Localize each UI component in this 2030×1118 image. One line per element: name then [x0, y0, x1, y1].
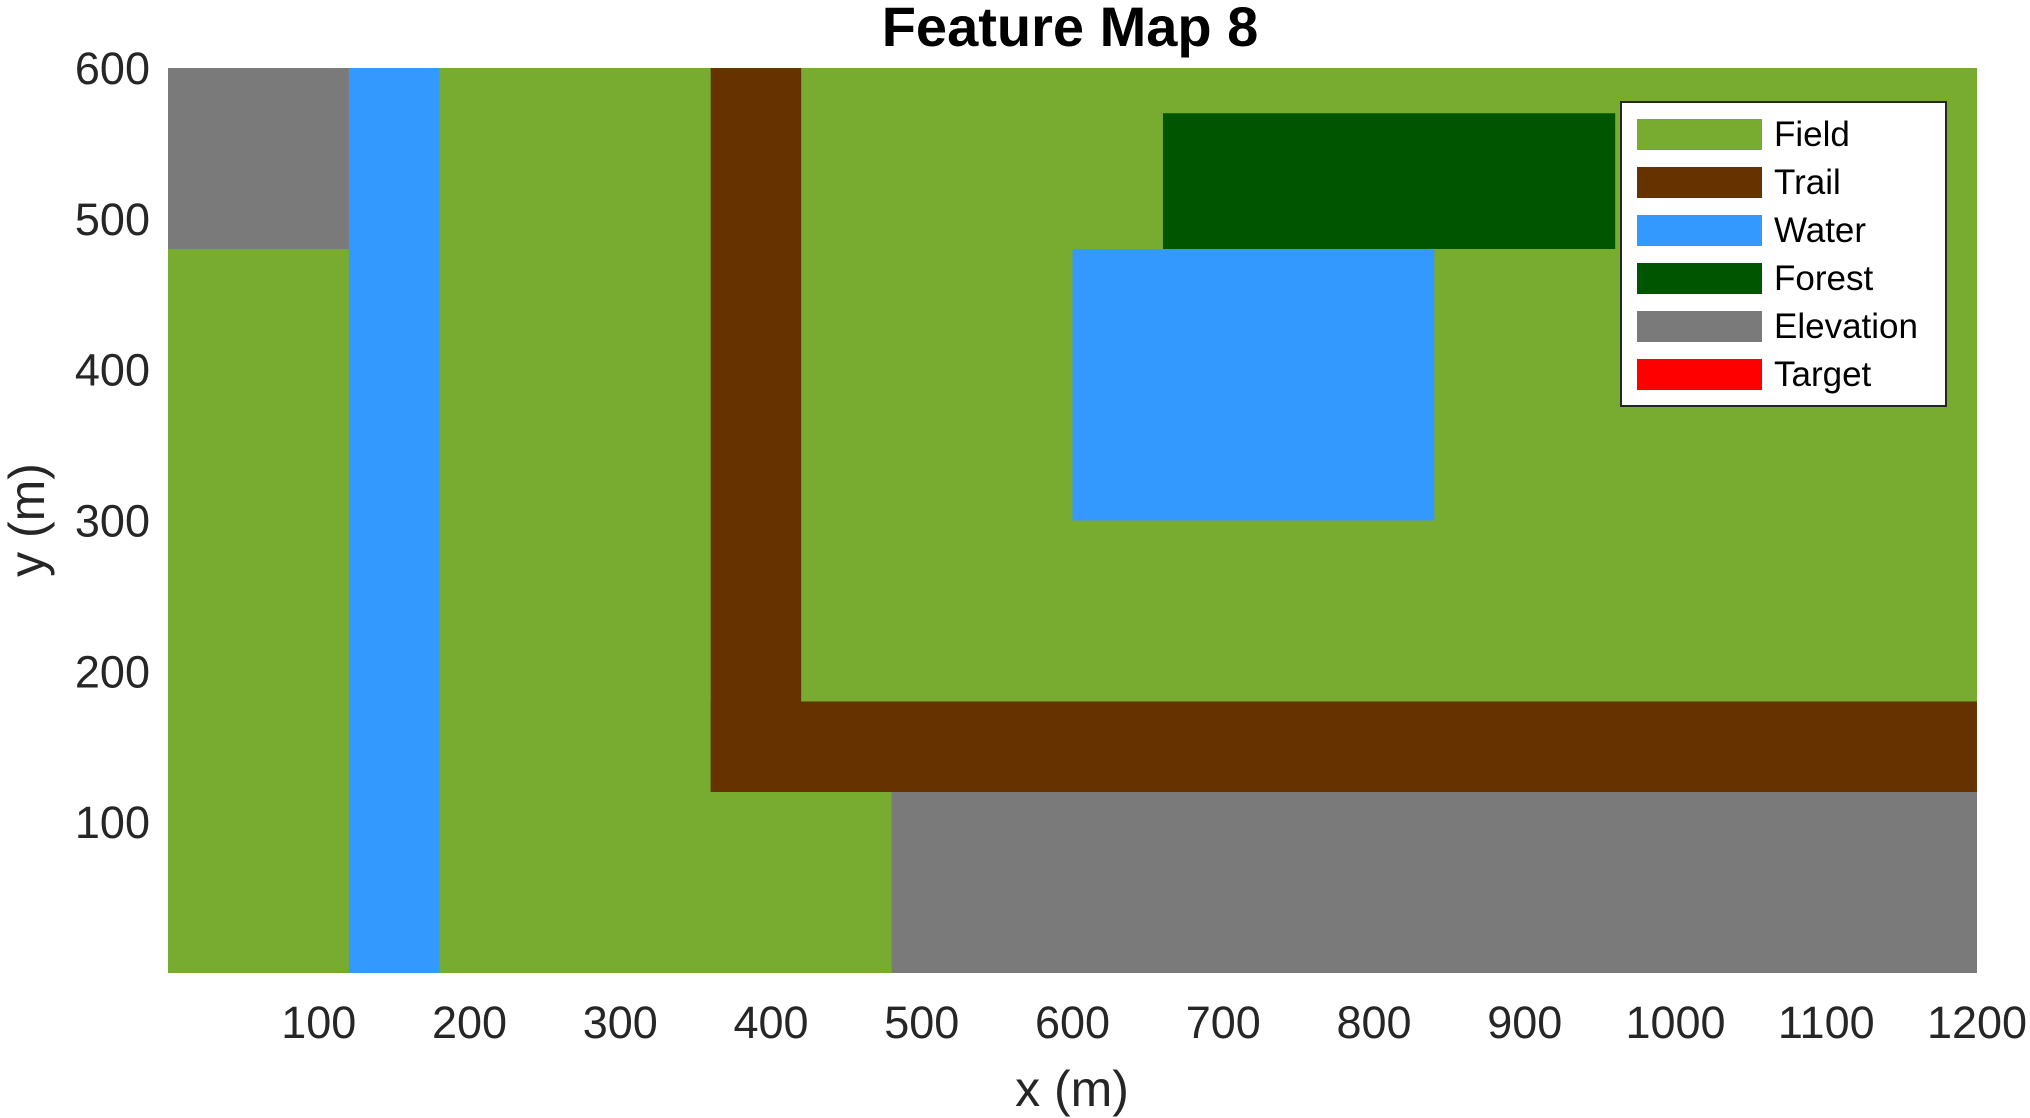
x-axis-ticks: 100 200 300 400 500 600 700 800 900 1000 1100 1200: [281, 997, 2027, 1048]
x-tick-label-600: 600: [1035, 997, 1110, 1048]
x-tick-label-100: 100: [281, 997, 356, 1048]
x-tick-label-700: 700: [1186, 997, 1261, 1048]
y-axis-ticks: 100 200 300 400 500 600: [75, 43, 150, 848]
x-tick-label-1000: 1000: [1625, 997, 1725, 1048]
y-tick-label-200: 200: [75, 646, 150, 697]
region-water-2: [348, 68, 440, 973]
legend-label-forest: Forest: [1774, 259, 1873, 298]
y-tick-label-100: 100: [75, 797, 150, 848]
legend-label-elevation: Elevation: [1774, 307, 1918, 346]
x-tick-label-900: 900: [1487, 997, 1562, 1048]
x-tick-label-800: 800: [1336, 997, 1411, 1048]
legend-label-field: Field: [1774, 115, 1850, 154]
legend-box: [1620, 101, 1947, 407]
y-axis-label: y (m): [0, 463, 55, 577]
x-tick-label-1200: 1200: [1927, 997, 2027, 1048]
y-tick-label-300: 300: [75, 496, 150, 547]
legend: Field Trail Water Forest Elevation Target: [1620, 101, 1947, 407]
region-elevation-1: [168, 68, 349, 249]
y-tick-label-500: 500: [75, 194, 150, 245]
legend-swatch-forest: [1637, 263, 1762, 294]
region-water-7: [1072, 249, 1435, 521]
legend-swatch-trail: [1637, 167, 1762, 198]
legend-swatch-field: [1637, 119, 1762, 150]
region-trail-3: [710, 68, 802, 792]
legend-swatch-elevation: [1637, 311, 1762, 342]
legend-swatch-water: [1637, 215, 1762, 246]
y-tick-label-400: 400: [75, 345, 150, 396]
x-tick-label-1100: 1100: [1778, 997, 1875, 1048]
legend-label-water: Water: [1774, 211, 1866, 250]
legend-label-target: Target: [1774, 355, 1872, 394]
region-trail-4: [710, 701, 1978, 792]
x-tick-label-300: 300: [583, 997, 658, 1048]
chart-title: Feature Map 8: [882, 0, 1259, 58]
x-tick-label-400: 400: [733, 997, 808, 1048]
y-tick-label-600: 600: [75, 43, 150, 94]
x-tick-label-200: 200: [432, 997, 507, 1048]
legend-label-trail: Trail: [1774, 163, 1841, 202]
x-tick-label-500: 500: [884, 997, 959, 1048]
region-elevation-5: [891, 792, 1977, 973]
legend-swatch-target: [1637, 359, 1762, 390]
legend-items: Field Trail Water Forest Elevation Target: [1637, 115, 1918, 394]
region-forest-6: [1162, 113, 1616, 249]
x-axis-label: x (m): [1015, 1061, 1129, 1117]
